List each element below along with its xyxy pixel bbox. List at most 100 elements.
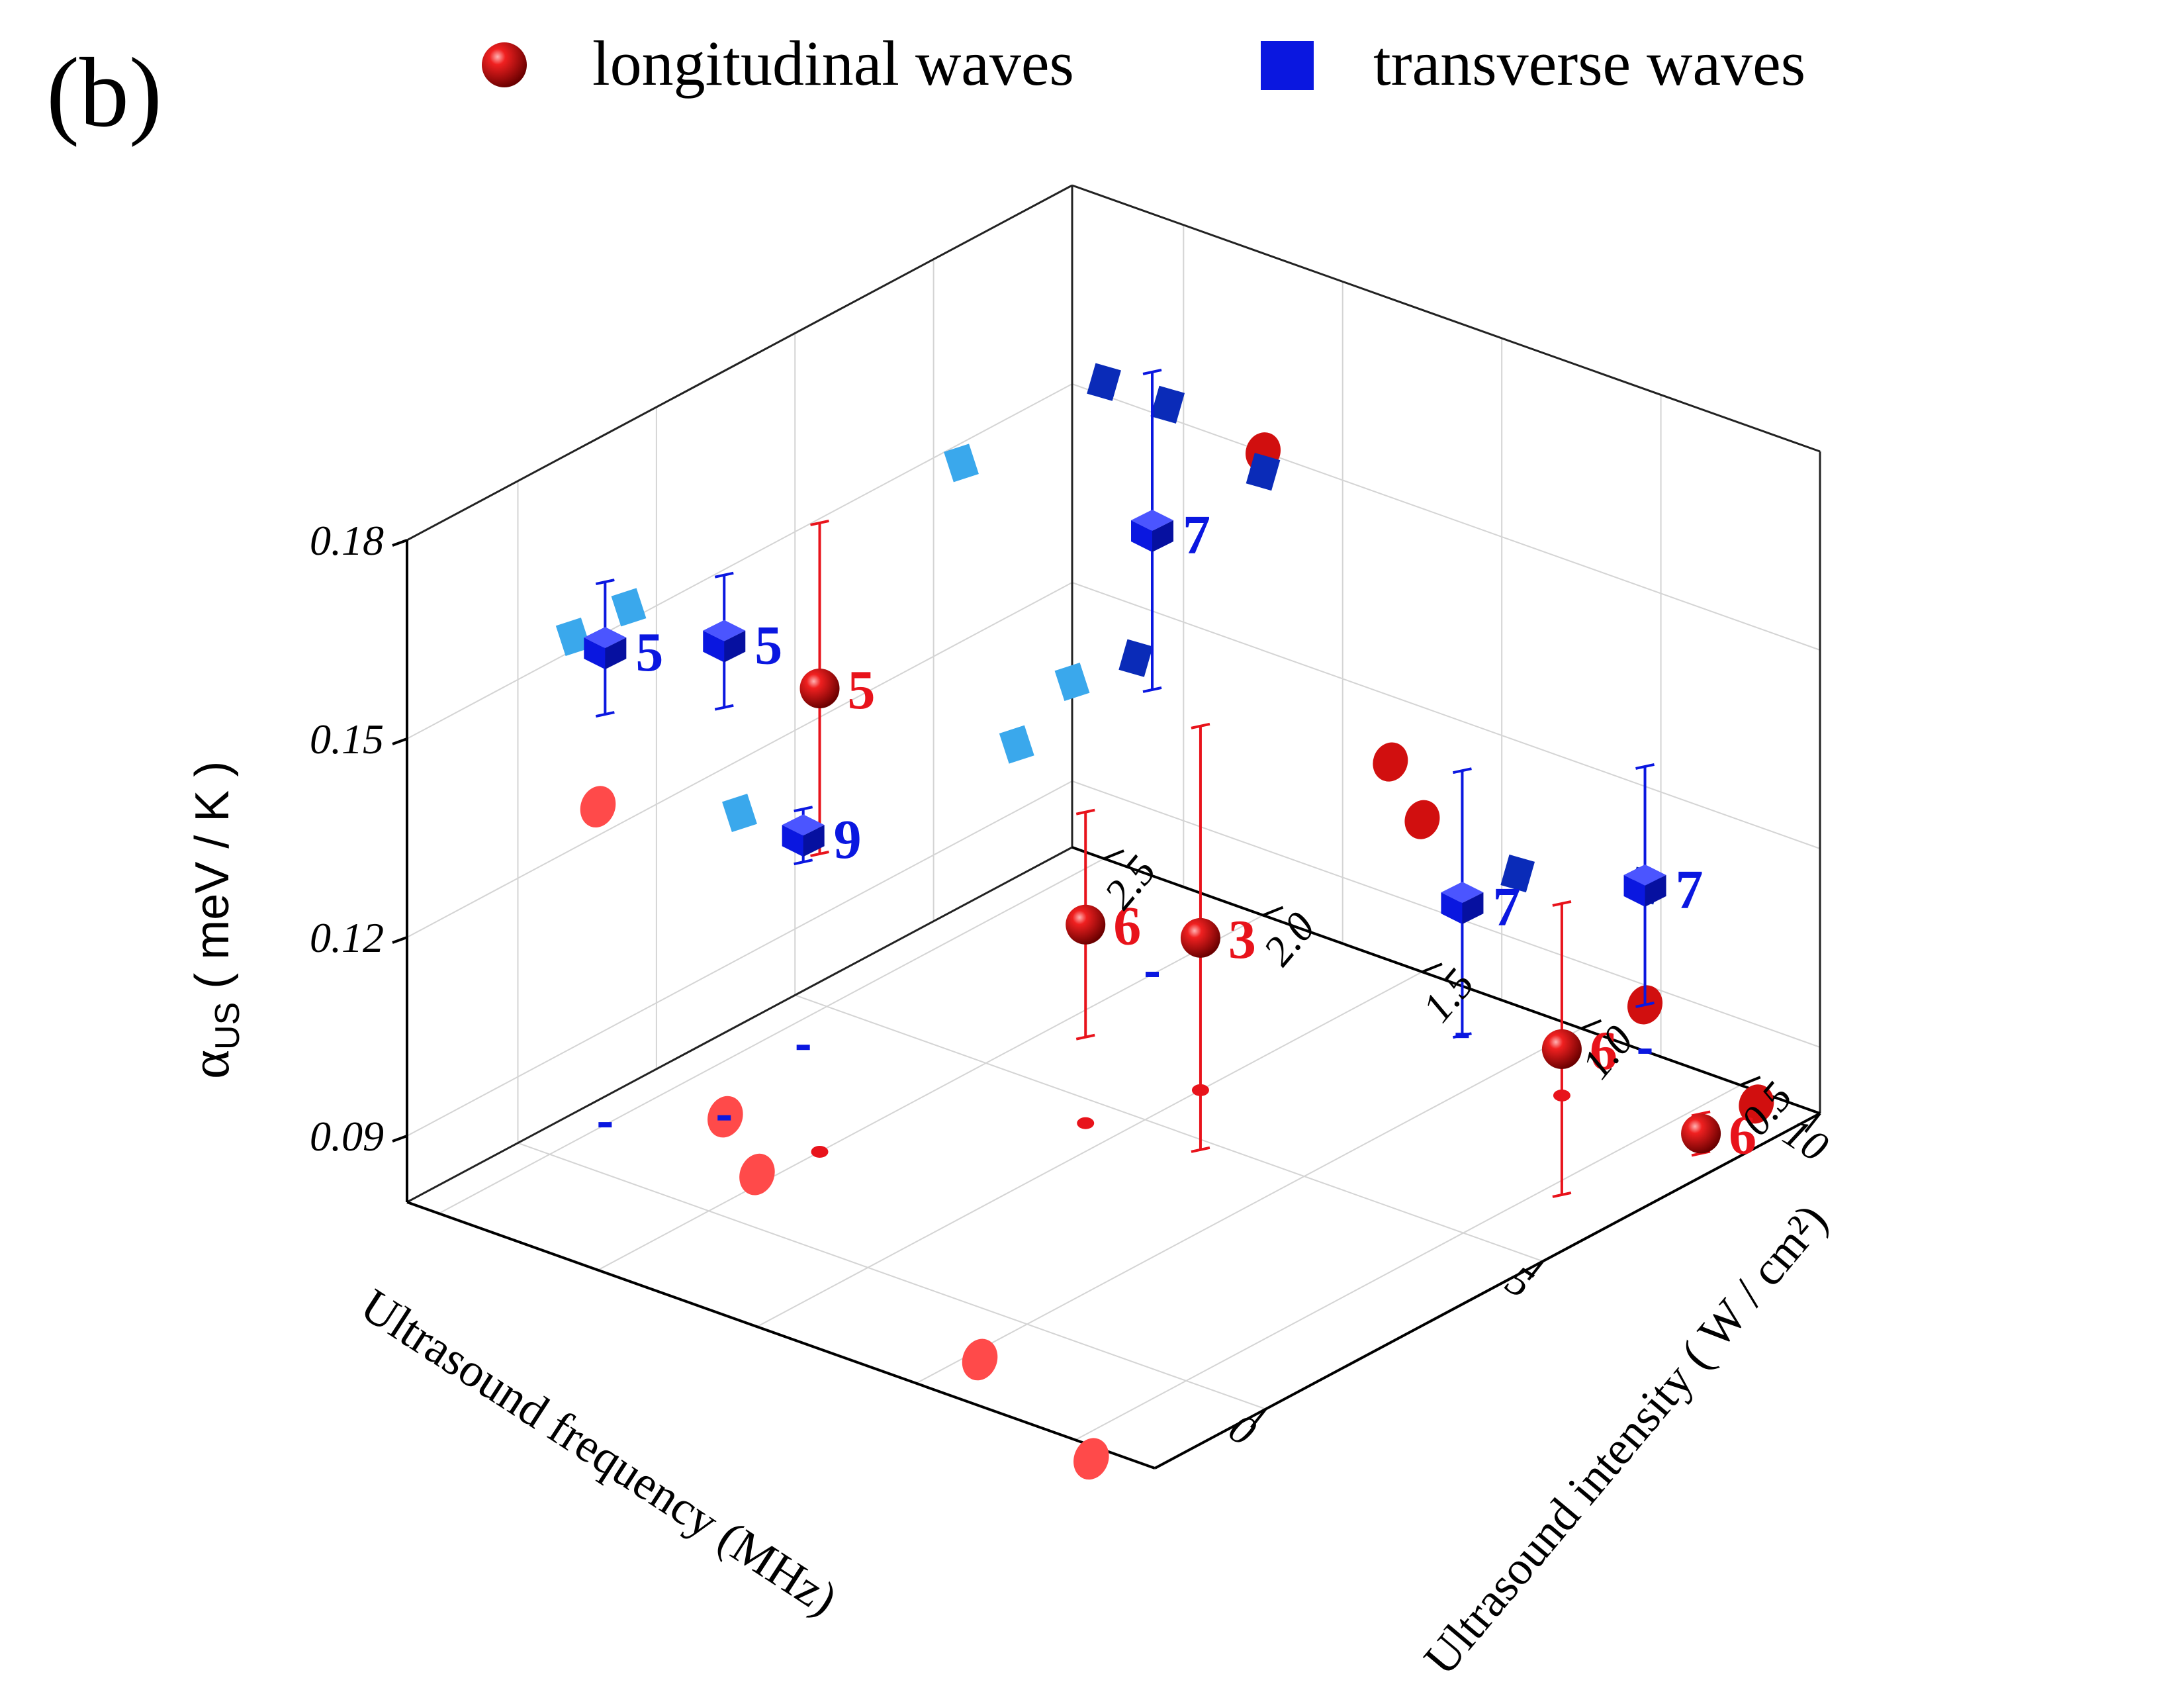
long-error-bar-cap (1552, 900, 1572, 907)
long-error-bar-cap (1191, 1146, 1210, 1153)
legend-transverse-label: transverse waves (1373, 28, 1805, 99)
long-point-label: 6 (1590, 1020, 1617, 1082)
grid-line (915, 1027, 1582, 1384)
trans-error-bar-cap (714, 704, 734, 711)
trans-error-bar-cap (1453, 767, 1472, 774)
trans-point-label: 7 (1676, 859, 1704, 921)
trans-error-bar-cap (595, 711, 615, 718)
grid-line (598, 914, 1263, 1271)
trans-point-right (1462, 892, 1484, 925)
trans-shadow-xwall (944, 444, 979, 483)
long-shadow-ywall (1739, 1084, 1774, 1124)
long-error-bar-cap (1075, 1033, 1095, 1041)
trans-shadow-floor (1146, 971, 1160, 977)
long-shadow-xwall (580, 786, 616, 827)
grid-line (406, 383, 1073, 739)
y-tick (1740, 1076, 1761, 1087)
z-tick-label: 0.15 (310, 716, 384, 763)
z-axis-title-main: α (179, 1050, 241, 1079)
z-tick (392, 1135, 408, 1143)
long-error-bar-cap (1075, 808, 1095, 816)
z-tick-label: 0.18 (310, 517, 384, 564)
long-point (799, 668, 840, 708)
long-error-bar-cap (810, 520, 829, 526)
x-tick (1804, 1112, 1821, 1133)
y-tick (1262, 906, 1284, 917)
z-tick-label: 0.12 (310, 914, 384, 961)
grid-line (1071, 383, 1821, 651)
long-point (1541, 1029, 1582, 1069)
trans-point-left (1131, 520, 1153, 552)
box-edge (406, 846, 1073, 1203)
long-point-label: 5 (848, 659, 876, 721)
trans-point-label: 7 (1183, 504, 1210, 566)
trans-point-right (1152, 520, 1174, 552)
long-shadow-xwall (962, 1338, 998, 1381)
trans-shadow-ywall (1500, 854, 1535, 893)
trans-shadow-ywall (1118, 639, 1154, 677)
y-tick (1422, 962, 1443, 974)
z-axis-title-sub: US (208, 1002, 247, 1050)
long-shadow-xwall (739, 1153, 775, 1196)
long-point (1066, 904, 1106, 945)
z-tick-label: 0.09 (310, 1113, 384, 1160)
trans-error-bar-cap (1453, 1032, 1472, 1039)
trans-error-bar-cap (1635, 1001, 1655, 1008)
trans-point-right (803, 825, 825, 857)
z-axis-title: αUS ( meV / K ) (179, 761, 247, 1079)
trans-shadow-ywall (1150, 385, 1185, 424)
x-axis-title: Ultrasound frequency (MHz) (351, 1278, 846, 1625)
trans-error-bar-cap (595, 579, 615, 586)
long-point (1180, 917, 1220, 958)
legend-longitudinal-label: longitudinal waves (592, 28, 1074, 99)
long-point-label: 6 (1729, 1104, 1756, 1166)
trans-point-left (1441, 892, 1463, 925)
trans-error-bar-cap (1635, 763, 1655, 770)
grid-line (1075, 1084, 1741, 1441)
y-axis-title: Ultrasound intensity ( W / cm²) (1414, 1194, 1837, 1685)
trans-shadow-floor (796, 1045, 810, 1051)
x-axis-corner (406, 1201, 1156, 1470)
trans-point-left (584, 637, 606, 670)
trans-error-bar-cap (794, 859, 813, 866)
trans-shadow-xwall (611, 588, 647, 627)
z-tick (392, 539, 408, 547)
long-shadow-xwall (1073, 1438, 1109, 1480)
panel-label: (b) (46, 38, 162, 148)
trans-shadow-xwall (555, 617, 591, 657)
trans-shadow-xwall (722, 793, 757, 833)
grid-line (438, 858, 1105, 1214)
trans-point-left (703, 630, 725, 663)
trans-point-label: 7 (1492, 876, 1520, 938)
long-error-bar-cap (810, 851, 829, 857)
z-tick (392, 737, 408, 745)
trans-point-label: 9 (834, 809, 862, 870)
long-shadow-ywall (1373, 742, 1408, 782)
legend-longitudinal-marker (482, 42, 527, 87)
trans-shadow-floor (598, 1122, 612, 1128)
y-tick (1580, 1019, 1602, 1030)
z-tick (392, 936, 408, 944)
trans-shadow-floor (1638, 1048, 1652, 1054)
trans-point-label: 5 (754, 615, 782, 677)
grid-line (1071, 582, 1821, 849)
trans-shadow-ywall (1246, 453, 1281, 491)
y-tick (1103, 849, 1124, 860)
trans-shadow-xwall (1054, 662, 1090, 702)
trans-shadow-floor (717, 1115, 731, 1121)
long-shadow-floor (1077, 1117, 1095, 1129)
long-point-label: 3 (1228, 909, 1256, 970)
trans-point-right (1645, 874, 1666, 907)
legend: longitudinal waves transverse waves (482, 28, 1805, 99)
trans-point-left (1623, 874, 1645, 907)
trans-point-left (782, 825, 803, 857)
y-axis-line (1071, 846, 1821, 1115)
trans-shadow-ywall (1087, 363, 1121, 401)
box-edge (406, 184, 1073, 541)
trans-error-bar-cap (794, 806, 813, 813)
box-edge (1071, 184, 1821, 453)
trans-error-bar-cap (714, 571, 734, 579)
trans-point-right (605, 637, 627, 670)
